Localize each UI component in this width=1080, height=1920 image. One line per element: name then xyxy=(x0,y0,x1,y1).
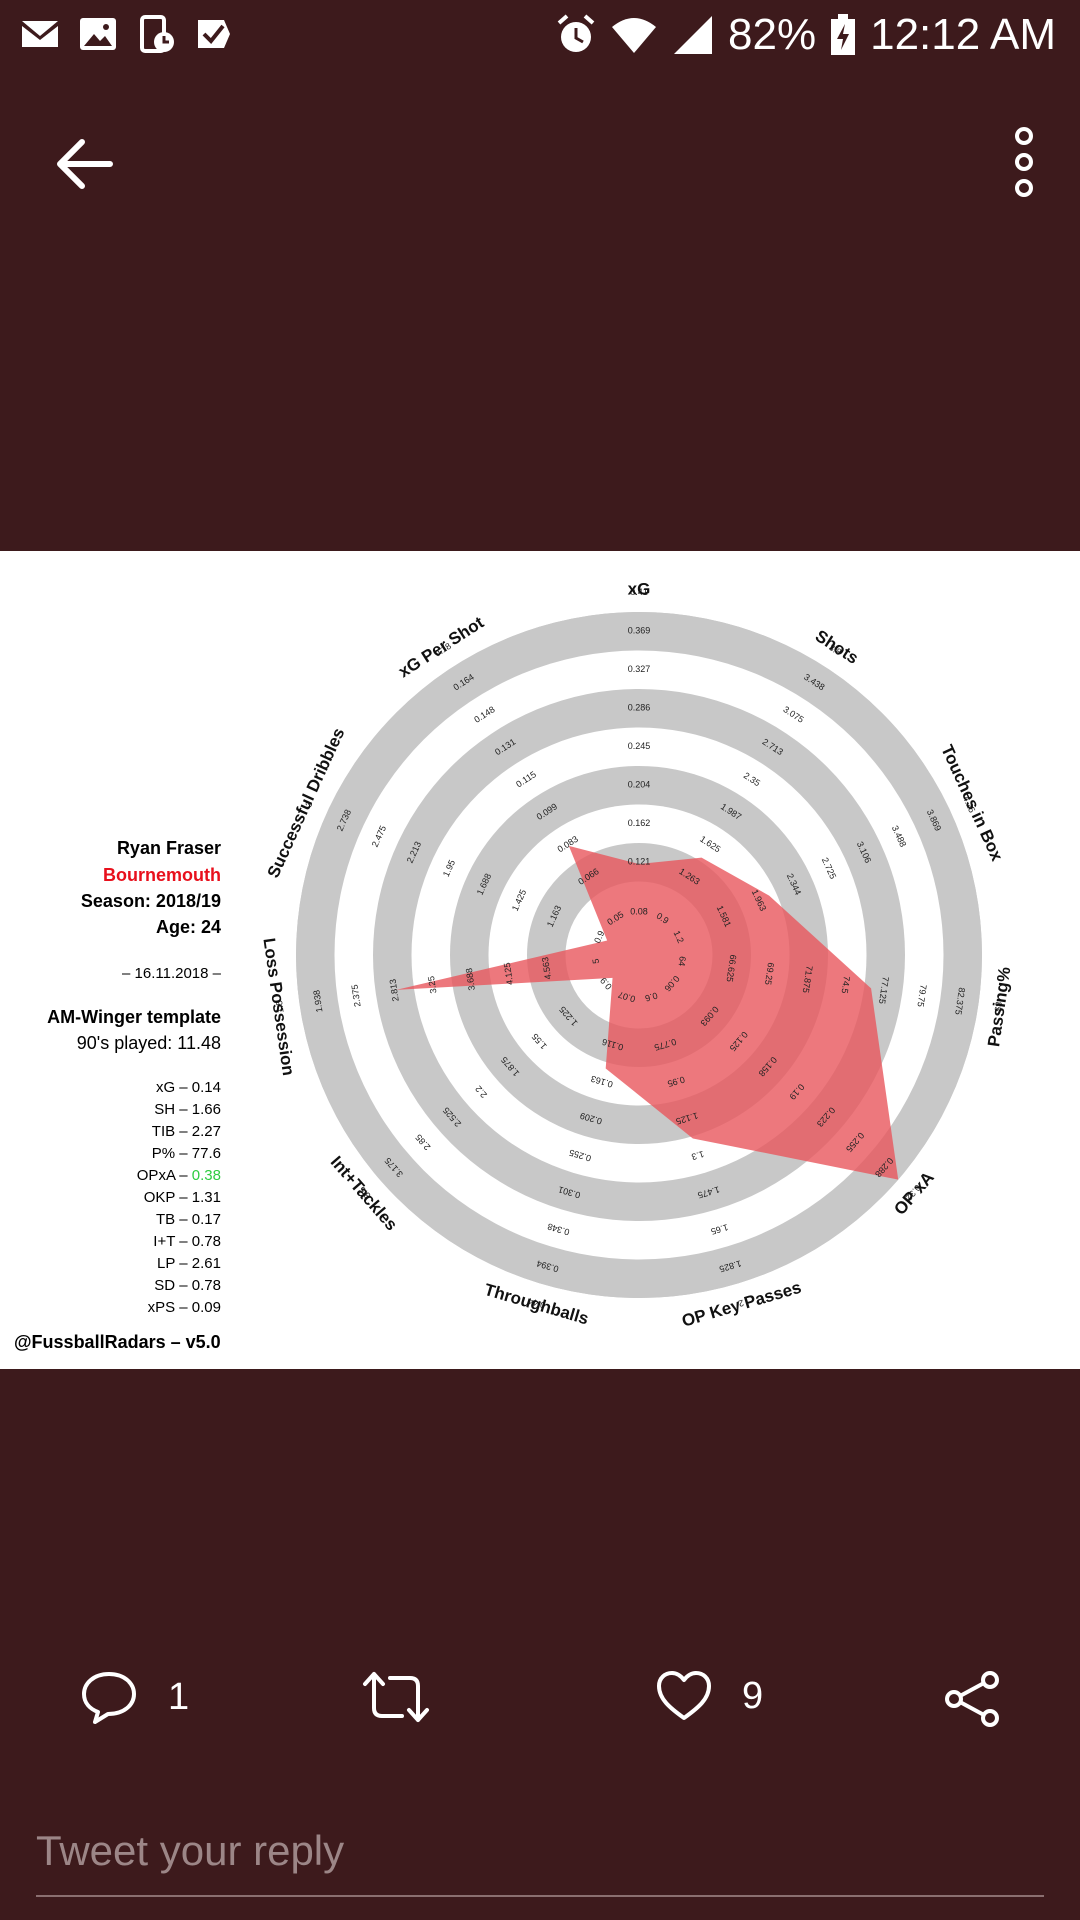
axis-label: Passing% xyxy=(984,966,1014,1048)
tick-label: 2.375 xyxy=(349,984,362,1008)
tick-label: 0.245 xyxy=(628,741,651,751)
tick-label: 0.286 xyxy=(628,703,651,713)
tick-label: 1.3 xyxy=(690,1149,705,1162)
tick-label: 0.162 xyxy=(628,818,651,828)
tick-label: 5 xyxy=(591,958,602,964)
player-name: Ryan Fraser xyxy=(117,838,221,858)
share-icon xyxy=(945,1671,999,1727)
stat-line: LP – 2.61 xyxy=(157,1255,221,1272)
status-bar: 82% 12:12 AM xyxy=(0,0,1080,72)
share-button[interactable] xyxy=(944,1670,1002,1728)
tick-label: 71.875 xyxy=(801,965,815,994)
tick-label: 2 xyxy=(737,1298,745,1309)
like-button[interactable]: 9 xyxy=(656,1670,763,1722)
tick-label: 1.5 xyxy=(274,1000,286,1014)
axis-label: Loss Possession xyxy=(259,937,298,1077)
retweet-icon xyxy=(363,1672,429,1722)
retweet-button[interactable] xyxy=(362,1670,430,1724)
like-count: 9 xyxy=(742,1674,764,1717)
tick-label: 0.41 xyxy=(630,587,648,597)
radar-chart: 0.08 0.121 0.162 0.204 0.245 0.286 0.327 0.369 0… xyxy=(14,579,1014,1352)
gmail-icon xyxy=(22,21,58,47)
task-check-icon xyxy=(198,20,230,48)
template-name: AM-Winger template xyxy=(47,1007,221,1027)
tick-label: 0.6 xyxy=(644,990,659,1003)
more-options-icon[interactable] xyxy=(1004,124,1044,200)
gallery-icon xyxy=(80,18,116,50)
tweet-image[interactable]: 0.08 0.121 0.162 0.204 0.245 0.286 0.327 0.369 0… xyxy=(0,551,1080,1369)
tick-label: 4.563 xyxy=(540,956,553,980)
tick-label: 69.25 xyxy=(763,962,776,986)
age: Age: 24 xyxy=(156,917,221,937)
tick-label: 4.125 xyxy=(502,962,515,986)
reply-input[interactable]: Tweet your reply xyxy=(36,1815,1044,1897)
reply-button[interactable]: 1 xyxy=(80,1670,189,1724)
tick-label: 1.2 xyxy=(672,929,686,945)
tick-label: 3.688 xyxy=(464,967,477,991)
tick-label: 3.25 xyxy=(426,975,438,994)
battery-charging-icon xyxy=(831,14,856,55)
tick-label: 77.125 xyxy=(877,976,891,1005)
minutes-played: 90's played: 11.48 xyxy=(77,1033,221,1053)
tick-label: 1.65 xyxy=(710,1222,730,1237)
stat-line: OPxA – 0.38 xyxy=(137,1167,221,1184)
reply-placeholder: Tweet your reply xyxy=(36,1827,345,1874)
clock: 12:12 AM xyxy=(870,10,1056,59)
stat-line: OKP – 1.31 xyxy=(144,1189,221,1206)
stat-line: I+T – 0.78 xyxy=(153,1233,221,1250)
stat-line: SD – 0.78 xyxy=(154,1277,221,1294)
radar-polygon xyxy=(396,845,899,1180)
axis-label: xG xyxy=(628,579,651,598)
season: Season: 2018/19 xyxy=(81,891,221,911)
notification-icons xyxy=(20,14,234,54)
media-viewer-topbar xyxy=(0,110,1080,200)
reply-count: 1 xyxy=(168,1675,190,1718)
club-name: Bournemouth xyxy=(103,865,221,885)
tick-label: 0.327 xyxy=(628,664,651,674)
back-arrow-icon[interactable] xyxy=(52,132,116,196)
stat-line: TIB – 2.27 xyxy=(152,1123,221,1140)
tick-label: 0.08 xyxy=(630,906,648,916)
stat-line: P% – 77.6 xyxy=(152,1145,221,1162)
tick-label: 1.938 xyxy=(311,989,324,1013)
reply-icon xyxy=(82,1672,136,1724)
tweet-actions: 1 9 xyxy=(0,1670,1080,1730)
tick-label: 74.5 xyxy=(840,975,852,994)
stat-line: xPS – 0.09 xyxy=(148,1299,221,1316)
tick-label: 64 xyxy=(677,956,688,967)
battery-percent: 82% xyxy=(728,10,817,59)
scheduled-phone-icon xyxy=(140,15,174,53)
tick-label: 0.9 xyxy=(592,929,606,945)
tick-label: 85 xyxy=(993,1001,1004,1012)
wifi-icon xyxy=(612,18,657,53)
tick-label: 0.204 xyxy=(628,780,651,790)
stat-line: xG – 0.14 xyxy=(156,1079,221,1096)
report-date: – 16.11.2018 – xyxy=(122,965,222,982)
tick-label: 66.625 xyxy=(725,954,739,983)
tick-label: 0.44 xyxy=(527,1296,547,1311)
tick-label: 0.07 xyxy=(617,990,637,1005)
tick-label: 79.75 xyxy=(915,984,928,1008)
tick-label: 0.121 xyxy=(628,857,651,867)
stat-line: TB – 0.17 xyxy=(156,1211,221,1228)
signal-icon xyxy=(674,16,713,54)
alarm-icon xyxy=(557,14,595,52)
stat-line: SH – 1.66 xyxy=(154,1101,221,1118)
heart-icon xyxy=(657,1671,711,1720)
system-status: 82% 12:12 AM xyxy=(556,10,1056,60)
tick-label: 0.95 xyxy=(666,1074,686,1089)
tick-label: 82.375 xyxy=(953,987,967,1016)
player-info: Ryan Fraser Bournemouth Season: 2018/19 Age… xyxy=(47,838,222,1316)
tick-label: 2.813 xyxy=(388,978,401,1002)
credit-label: @FussballRadars – v5.0 xyxy=(14,1332,221,1352)
tick-label: 3 xyxy=(303,800,314,809)
axis-label: Shots xyxy=(812,626,862,668)
tick-label: 0.369 xyxy=(628,626,651,636)
